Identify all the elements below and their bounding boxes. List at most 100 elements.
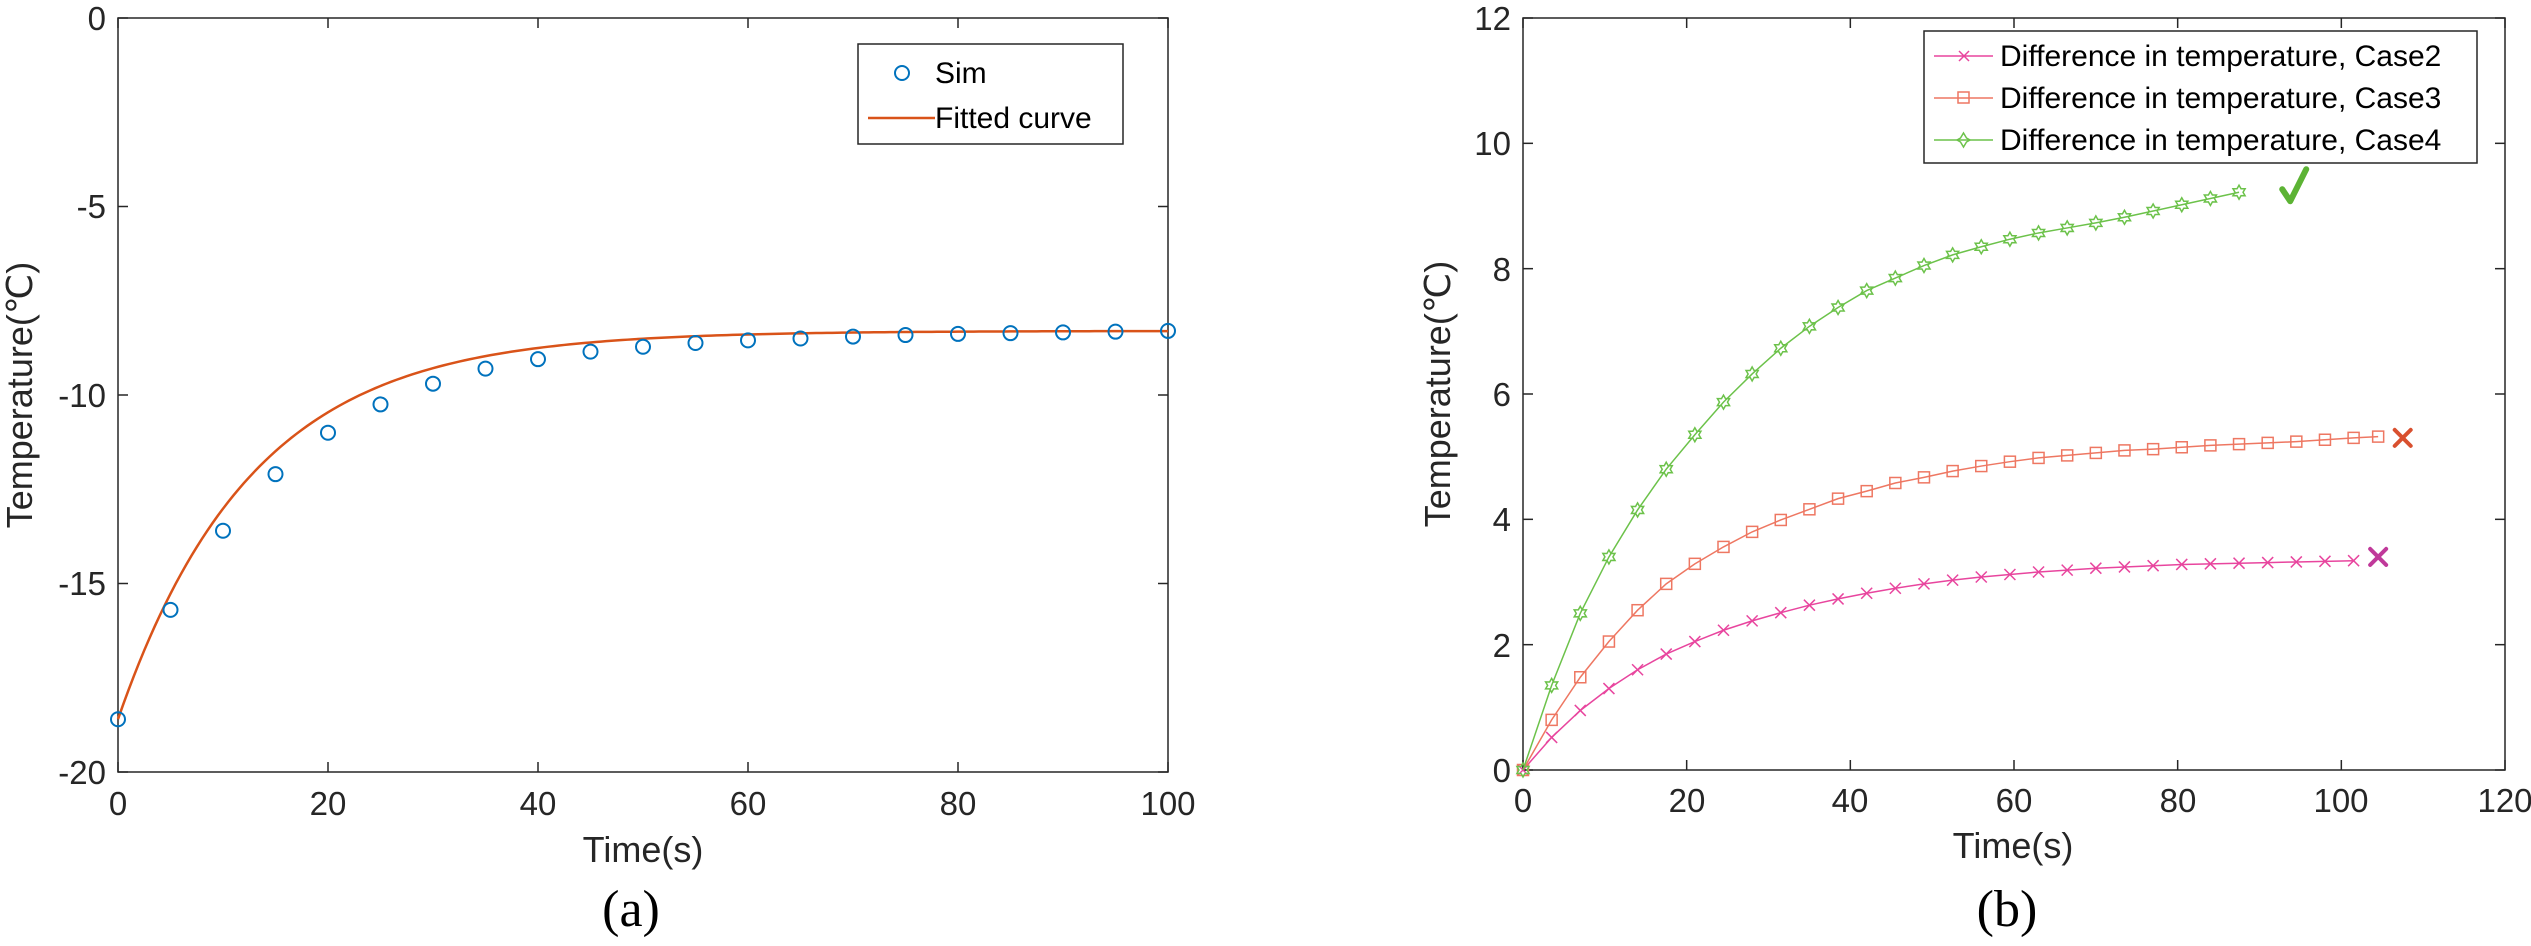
data-point-case3 [2032,451,2045,465]
marker-stroke [1660,648,1673,661]
legend-marker-sim [894,65,910,81]
data-point-case4 [1716,393,1731,411]
y-tick-label: 0 [88,0,106,37]
data-point-case2 [2233,557,2246,570]
y-tick-label: -5 [77,188,106,225]
data-point-case2 [2347,554,2360,567]
marker-stroke [2233,557,2246,570]
y-tick-labels-b: 0 2 4 6 8 10 12 [1474,0,1511,789]
legend-label-fit: Fitted curve [935,102,1092,135]
data-point-case4 [1544,676,1560,694]
cross-mark-stroke [2392,427,2413,448]
marker-stroke [2204,557,2217,570]
marker-stroke [1717,624,1730,637]
data-point-case3 [2175,441,2189,454]
marker-stroke [1860,587,1873,600]
x-tick-label: 60 [730,785,767,822]
fitted-curve-line [116,329,1168,720]
cross-mark-icon [2368,546,2389,567]
data-point-case3 [1774,513,1788,527]
y-tick-label: 6 [1493,376,1511,413]
marker-stroke [1889,582,1902,595]
sim-point [215,522,231,539]
data-point-case2 [1545,731,1558,744]
data-point-case4 [2231,183,2247,201]
x-tick-label: 100 [2313,782,2368,819]
sim-point [110,711,126,728]
data-point-case2 [1631,663,1644,676]
data-point-case2 [1574,704,1587,717]
data-point-case2 [2003,568,2016,581]
sim-point [1055,324,1071,341]
axis-ticks-a [117,17,1169,773]
y-axis-label-a: Temperature(℃) [0,262,40,529]
marker-stroke [1975,570,1988,584]
data-point-case2 [2318,555,2331,568]
sim-point [582,343,599,360]
y-tick-label: -20 [58,754,106,791]
data-point-case4 [2002,230,2018,248]
marker-stroke [1746,614,1759,627]
marker-stroke [2147,559,2160,572]
data-point-case3 [2371,430,2385,443]
data-point-case4 [1658,460,1674,478]
data-point-case4 [1945,246,1961,264]
data-point-case3 [2290,435,2303,448]
data-point-case2 [2290,555,2303,568]
marker-stroke [2318,555,2331,568]
sim-point [267,466,284,483]
data-point-case4 [2203,189,2218,208]
marker-stroke [2290,555,2303,568]
marker-stroke [1832,592,1845,605]
data-point-case4 [2059,219,2075,237]
series-line-case3 [1522,435,2379,771]
y-tick-label: 2 [1493,627,1511,664]
check-mark-icon [2279,166,2310,205]
data-point-case2 [1975,570,1988,584]
data-point-case3 [1975,459,1988,473]
sim-point [477,360,494,377]
data-point-case2 [1860,587,1873,600]
sim-point [845,328,861,345]
cross-mark-icon [2392,427,2413,448]
y-tick-labels-a: 0 -5 -10 -15 -20 [58,0,106,791]
data-point-case3 [1631,603,1644,617]
data-point-case4 [1830,298,1846,317]
legend-label-case2: Difference in temperature, Case2 [2000,40,2441,73]
marker-stroke [2003,568,2016,581]
sim-point [687,334,704,351]
data-point-case4 [2088,214,2104,232]
data-point-case2 [2118,560,2131,573]
data-point-case3 [1659,577,1673,591]
x-axis-label-b: Time(s) [1953,825,2074,866]
marker-stroke [2032,565,2045,579]
data-point-case3 [1602,635,1616,648]
legend-b: Difference in temperature, Case2 Differe… [1923,30,2478,164]
y-tick-label: -10 [58,377,106,414]
legend-a: Sim Fitted curve [857,43,1124,145]
data-point-case3 [1860,484,1873,498]
data-point-case3 [2089,446,2103,460]
y-tick-label: -15 [58,565,106,602]
data-point-case3 [2003,455,2017,468]
data-point-case3 [2347,431,2360,445]
x-tick-label: 100 [1140,785,1195,822]
x-tick-labels-b: 0 20 40 60 80 100 120 [1514,782,2531,819]
data-point-case3 [2118,444,2131,457]
data-point-case4 [1859,282,1875,300]
marker-stroke [2175,558,2188,571]
data-point-case3 [1946,464,1959,478]
data-point-case2 [1832,592,1845,605]
axis-ticks-b [1522,17,2506,771]
sim-point [372,396,389,413]
data-point-case2 [1660,648,1673,661]
cross-mark-stroke [2368,546,2389,567]
data-point-case3 [2060,449,2074,462]
marker-stroke [2261,556,2274,569]
data-point-case4 [1572,604,1588,622]
sim-point [162,601,179,618]
legend-box-a [857,43,1124,145]
sim-point [320,424,336,441]
data-point-case3 [2204,439,2217,452]
data-point-case4 [1687,426,1703,444]
